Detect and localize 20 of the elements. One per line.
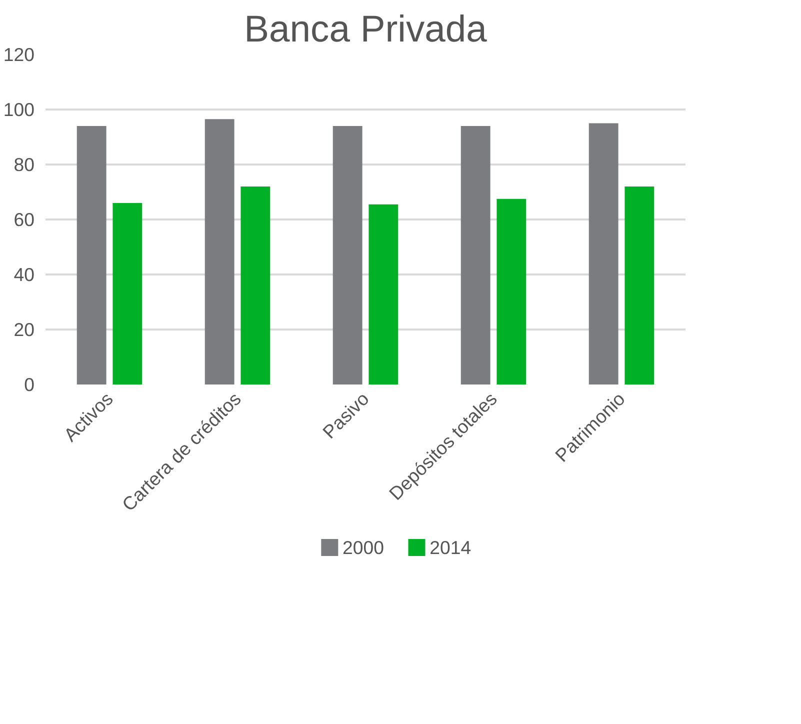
bar (76, 126, 106, 384)
bar (588, 123, 618, 384)
bar (204, 119, 234, 384)
y-tick-label: 20 (14, 319, 35, 340)
bar (624, 186, 654, 384)
bar (460, 126, 490, 384)
y-tick-label: 120 (3, 44, 35, 65)
bar (368, 204, 398, 384)
bar (332, 126, 362, 384)
bar (496, 198, 526, 384)
y-tick-label: 0 (24, 374, 35, 395)
y-tick-label: 60 (14, 209, 35, 230)
bar (240, 186, 270, 384)
y-tick-label: 80 (14, 154, 35, 175)
y-tick-label: 40 (14, 264, 35, 285)
y-tick-label: 100 (3, 99, 35, 120)
legend-label: 2000 (342, 537, 384, 558)
legend-label: 2014 (430, 537, 472, 558)
bar (112, 203, 142, 384)
chart-title: Banca Privada (244, 8, 488, 50)
